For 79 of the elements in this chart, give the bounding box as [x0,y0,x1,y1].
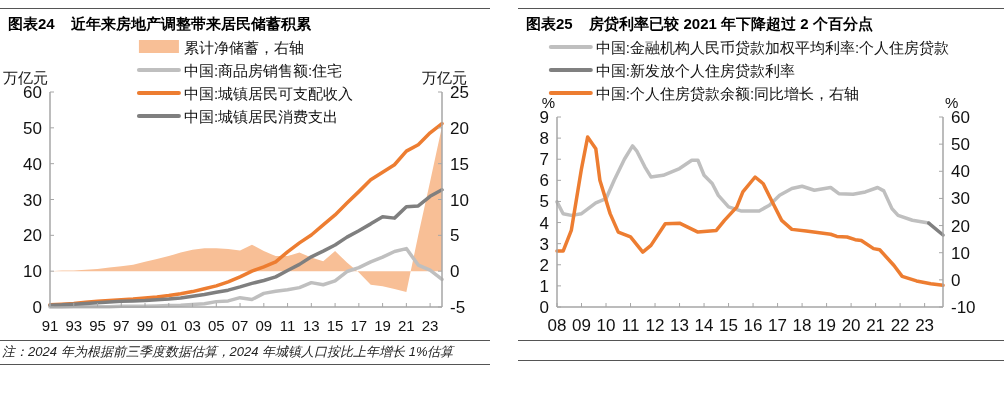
y2-tick-label: 0 [951,270,961,290]
y-tick-label: 7 [539,150,549,170]
y2-tick-label: 20 [951,216,970,236]
legend-label: 中国:个人住房贷款余额:同比增长，右轴 [595,85,860,102]
y-tick-label: 8 [539,129,549,149]
x-tick-label: 19 [817,316,837,335]
x-tick-label: 15 [719,316,739,335]
x-tick-label: 99 [136,317,154,334]
legend-label: 中国:城镇居民消费支出 [183,108,339,125]
y2-tick-label: 0 [450,262,460,282]
x-tick-label: 08 [547,316,567,335]
y-tick-label: 1 [539,276,549,296]
chart-title: 图表24 近年来房地产调整带来居民储蓄积累 [0,8,490,34]
y-tick-label: 20 [23,226,42,246]
text: 注：2024 年为根据前三季度数据估算，2024 年城镇人口按比上年增长 1%估算 [2,343,456,361]
legend-label: 累计净储蓄，右轴 [183,39,304,56]
x-tick-label: 05 [207,317,225,334]
x-tick-label: 18 [792,316,812,335]
y2-axis-title: 万亿元 [421,69,467,86]
line-series [555,144,931,225]
legend-label: 中国:金融机构人民币贷款加权平均利率:个人住房贷款 [595,39,950,56]
y2-tick-label: -10 [951,298,976,317]
legend-label: 中国:城镇居民可支配收入 [183,85,354,102]
line-series [555,135,945,288]
x-tick-label: 11 [621,316,640,335]
x-tick-label: 21 [398,317,415,334]
y2-tick-label: 10 [951,243,970,263]
y2-tick-label: 20 [450,118,469,138]
y-tick-label: 6 [539,171,549,191]
x-tick-label: 20 [841,316,861,335]
y-tick-label: 9 [539,108,549,127]
y2-tick-label: 40 [951,162,970,182]
y-tick-label: 3 [539,234,549,254]
chart-title: 图表25 房贷利率已较 2021 年下降超过 2 个百分点 [518,8,1004,34]
y2-axis-title: % [945,94,959,111]
legend-label: 中国:新发放个人住房贷款利率 [595,62,795,79]
x-tick-label: 97 [112,317,130,334]
y2-tick-label: 15 [450,154,469,174]
x-tick-label: 07 [231,317,249,334]
x-tick-label: 12 [645,316,665,335]
y2-tick-label: 30 [951,189,970,209]
y-tick-label: 4 [539,213,549,233]
y-tick-label: 5 [539,192,549,212]
y2-tick-label: 60 [951,108,970,127]
x-tick-label: 13 [302,317,320,334]
x-tick-label: 09 [255,317,273,334]
x-tick-label: 91 [41,317,59,334]
x-tick-label: 09 [572,316,591,335]
y-tick-label: 0 [539,298,549,317]
y2-tick-label: 50 [951,135,970,155]
x-tick-label: 03 [184,317,201,334]
y-axis-title: % [541,94,555,111]
y-tick-label: 2 [539,255,549,275]
y-tick-label: 10 [23,262,42,282]
x-tick-label: 21 [866,316,886,335]
x-tick-label: 22 [890,316,910,335]
y2-tick-label: -5 [450,298,466,317]
x-tick-label: 01 [160,317,178,334]
x-tick-label: 15 [326,317,344,334]
y2-tick-label: 5 [450,226,460,246]
x-tick-label: 10 [596,316,616,335]
y2-tick-label: 10 [450,190,469,210]
x-tick-label: 14 [694,316,714,335]
x-tick-label: 13 [670,316,689,335]
x-tick-label: 17 [768,316,788,335]
y-tick-label: 0 [32,298,42,317]
x-tick-label: 23 [915,316,935,335]
x-tick-label: 16 [743,316,763,335]
x-tick-label: 17 [350,317,368,334]
y-tick-label: 30 [23,190,42,210]
x-tick-label: 95 [89,317,106,334]
y-tick-label: 40 [23,154,42,174]
y-axis-title: 万亿元 [3,69,48,86]
y-tick-label: 50 [23,118,42,138]
x-tick-label: 23 [421,317,439,334]
legend-label: 中国:商品房销售额:住宅 [183,62,343,79]
x-tick-label: 19 [374,317,391,334]
x-tick-label: 11 [279,317,296,334]
x-tick-label: 93 [65,317,83,334]
